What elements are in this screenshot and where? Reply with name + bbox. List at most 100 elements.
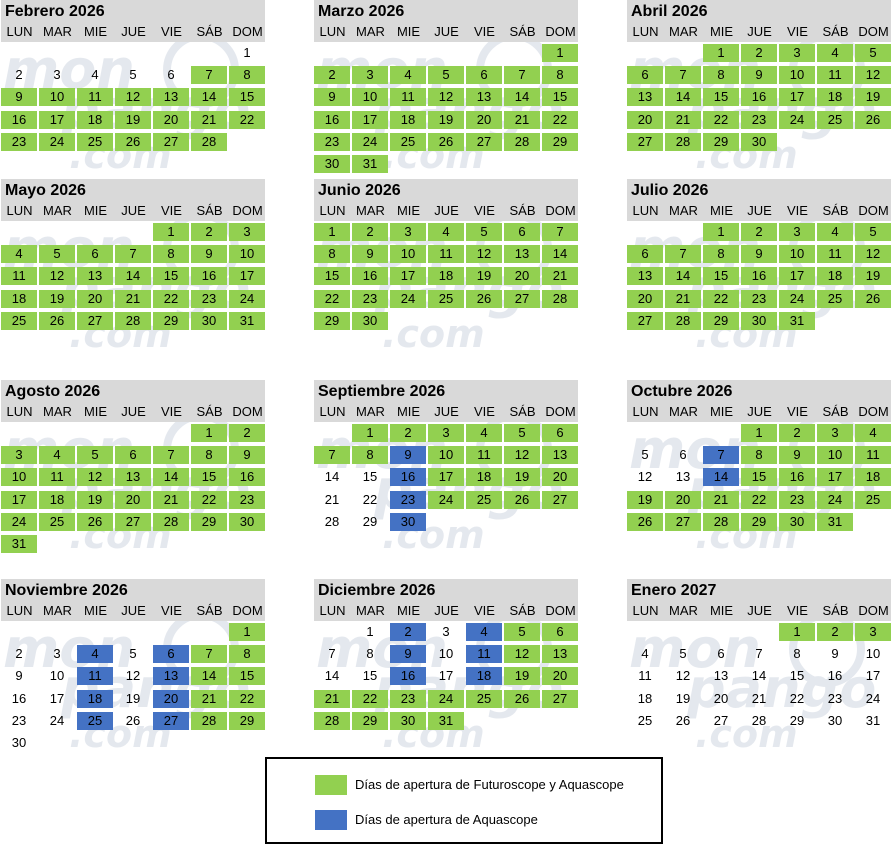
weekday-label: MAR xyxy=(669,404,698,419)
day-cell: 5 xyxy=(39,245,75,264)
weekday-label: SÁB xyxy=(822,24,849,39)
day-cell: 16 xyxy=(191,267,227,286)
day-cell: 11 xyxy=(466,446,502,465)
day-cell: 28 xyxy=(751,712,767,728)
day-cell: 2 xyxy=(741,44,777,62)
day-cell: 3 xyxy=(779,44,815,62)
legend-label-both: Días de apertura de Futuroscope y Aquasc… xyxy=(355,777,624,792)
day-cell: 26 xyxy=(125,712,141,728)
day-cell: 29 xyxy=(153,311,189,330)
day-cell: 23 xyxy=(352,289,388,308)
weekday-header: LUN MAR MIE JUE VIE SÁB DOM xyxy=(627,601,891,621)
day-cell: 29 xyxy=(703,132,739,151)
weekday-label: VIE xyxy=(787,603,808,618)
weekday-label: VIE xyxy=(161,603,182,618)
day-cell: 21 xyxy=(504,110,540,129)
day-cell: 1 xyxy=(366,624,374,639)
day-cell: 27 xyxy=(627,311,663,330)
day-cell: 2 xyxy=(390,424,426,442)
day-cell: 29 xyxy=(741,512,777,531)
day-cell: 4 xyxy=(390,66,426,85)
day-cell: 12 xyxy=(39,267,75,286)
day-cell: 1 xyxy=(153,223,189,241)
day-cell: 10 xyxy=(390,245,426,264)
day-cell: 14 xyxy=(191,667,227,686)
weekday-label: MIE xyxy=(83,404,108,419)
day-cell: 12 xyxy=(115,88,151,107)
day-cell: 1 xyxy=(703,44,739,62)
day-cell: 11 xyxy=(77,88,113,107)
day-cell: 24 xyxy=(49,712,65,728)
weekday-label: VIE xyxy=(787,203,808,218)
day-cell: 21 xyxy=(191,689,227,708)
day-cell: 16 xyxy=(741,88,777,107)
day-cell: 3 xyxy=(428,424,464,442)
day-cell: 3 xyxy=(779,223,815,241)
day-cell: 20 xyxy=(713,690,729,706)
day-cell: 20 xyxy=(627,289,663,308)
day-cell: 16 xyxy=(314,110,350,129)
day-cell: 17 xyxy=(352,110,388,129)
day-cell: 4 xyxy=(39,446,75,465)
day-cell: 7 xyxy=(542,223,578,241)
day-cell: 4 xyxy=(817,223,853,241)
day-cell: 14 xyxy=(324,668,340,684)
weekday-label: SÁB xyxy=(822,404,849,419)
day-cell: 10 xyxy=(817,446,853,465)
day-cell: 19 xyxy=(115,110,151,129)
day-cell: 17 xyxy=(390,267,426,286)
day-cell: 21 xyxy=(153,490,189,509)
day-cell: 11 xyxy=(39,468,75,487)
month-title: Mayo 2026 xyxy=(1,179,265,201)
day-cell: 2 xyxy=(817,623,853,641)
day-cell: 13 xyxy=(627,88,663,107)
day-cell: 11 xyxy=(638,668,652,684)
day-cell: 19 xyxy=(77,490,113,509)
day-cell: 13 xyxy=(153,667,189,686)
weekday-label: MIE xyxy=(709,203,734,218)
day-cell: 6 xyxy=(504,223,540,241)
day-cell: 21 xyxy=(324,491,340,507)
day-cell: 6 xyxy=(466,66,502,85)
day-cell: 27 xyxy=(153,132,189,151)
day-cell: 17 xyxy=(779,88,815,107)
day-cell: 20 xyxy=(115,490,151,509)
day-cell: 6 xyxy=(627,245,663,264)
day-cell: 8 xyxy=(229,66,265,85)
day-cell: 12 xyxy=(504,645,540,664)
day-cell: 12 xyxy=(77,468,113,487)
weekday-label: VIE xyxy=(787,404,808,419)
weekday-label: JUE xyxy=(747,603,772,618)
day-cell: 8 xyxy=(741,446,777,465)
day-cell: 15 xyxy=(362,469,378,485)
weekday-label: VIE xyxy=(161,203,182,218)
day-cell: 9 xyxy=(1,88,37,107)
weekday-label: VIE xyxy=(787,24,808,39)
day-cell: 2 xyxy=(15,646,23,662)
day-cell: 18 xyxy=(390,110,426,129)
day-cell: 10 xyxy=(1,468,37,487)
weekday-label: VIE xyxy=(474,404,495,419)
month-calendar: Octubre 2026 LUN MAR MIE JUE VIE SÁB DOM 1 2 3 4 5 6 7… xyxy=(627,380,891,531)
day-cell: 26 xyxy=(504,490,540,509)
day-cell: 24 xyxy=(865,690,881,706)
weekday-label: MIE xyxy=(83,603,108,618)
weekday-label: MAR xyxy=(43,24,72,39)
day-cell: 25 xyxy=(637,712,653,728)
day-cell: 4 xyxy=(817,44,853,62)
day-cell: 18 xyxy=(466,468,502,487)
day-cell: 12 xyxy=(855,66,891,85)
day-cell: 26 xyxy=(39,311,75,330)
day-cell: 22 xyxy=(741,490,777,509)
day-cell: 16 xyxy=(741,267,777,286)
day-cell: 15 xyxy=(542,88,578,107)
day-cell: 7 xyxy=(703,446,739,465)
day-cell: 14 xyxy=(191,88,227,107)
day-cell: 14 xyxy=(665,88,701,107)
weekday-label: SÁB xyxy=(822,603,849,618)
day-cell: 7 xyxy=(191,645,227,664)
day-cell: 29 xyxy=(352,711,388,730)
day-cell: 16 xyxy=(352,267,388,286)
day-cell: 26 xyxy=(627,512,663,531)
day-cell: 19 xyxy=(675,690,691,706)
